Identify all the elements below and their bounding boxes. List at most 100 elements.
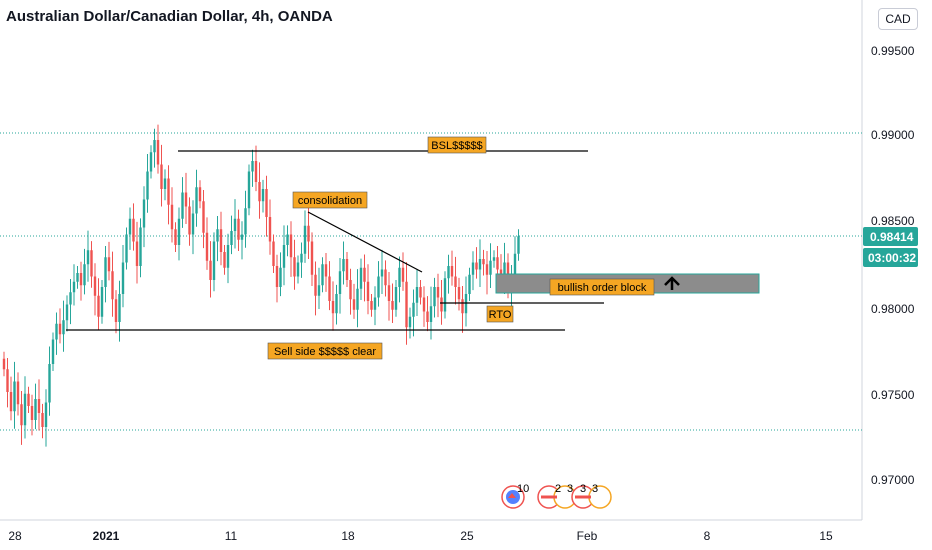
rto-label: RTO <box>489 309 512 321</box>
events-flag-icon[interactable] <box>501 485 525 509</box>
candle-up <box>149 152 153 172</box>
candle-down <box>258 182 261 202</box>
candle-down <box>160 164 163 189</box>
candle-down <box>6 369 9 392</box>
candle-up <box>408 316 412 328</box>
candle-down <box>20 404 23 426</box>
candle-up <box>244 208 247 235</box>
price-tick-label: 0.97000 <box>871 473 915 487</box>
candle-up <box>415 287 419 303</box>
candle-down <box>265 189 268 217</box>
price-tick-label: 0.97500 <box>871 388 915 402</box>
candle-up <box>48 364 51 403</box>
time-tick-label: 28 <box>8 529 22 543</box>
candle-up <box>338 271 342 294</box>
candle-down <box>461 299 464 314</box>
candle-up <box>142 199 146 228</box>
candle-up <box>100 287 104 317</box>
candle-up <box>317 285 321 296</box>
candle-down <box>170 204 174 230</box>
candle-up <box>44 402 48 427</box>
candle-up <box>163 178 167 189</box>
candle-down <box>237 218 240 240</box>
candle-down <box>440 297 443 312</box>
candle-up <box>359 267 363 289</box>
consolidation-label-box <box>292 191 368 209</box>
candle-up <box>489 260 492 275</box>
price-tick-label: 0.98500 <box>871 214 915 228</box>
event-count: 3 <box>567 483 573 495</box>
candle-up <box>296 262 300 277</box>
candle-down <box>27 393 30 406</box>
candle-down <box>111 271 114 300</box>
candle-down <box>167 178 170 205</box>
candle-up <box>128 218 132 235</box>
candle-up <box>72 281 76 293</box>
candle-up <box>303 225 307 254</box>
candle-down <box>254 161 258 182</box>
candle-down <box>174 229 177 245</box>
candle-down <box>9 392 13 412</box>
currency-button[interactable]: CAD <box>878 8 918 30</box>
candle-down <box>37 399 41 413</box>
candle-down <box>405 281 408 328</box>
sell-side-label: Sell side $$$$$ clear <box>274 346 376 358</box>
candle-down <box>391 301 394 310</box>
candle-up <box>177 218 181 245</box>
candle-up <box>412 302 415 317</box>
candle-up <box>471 262 475 275</box>
time-tick-label: 8 <box>704 529 711 543</box>
candle-up <box>23 393 27 426</box>
candle-up <box>121 262 125 294</box>
chart-title: Australian Dollar/Canadian Dollar, 4h, O… <box>6 8 333 25</box>
candle-up <box>104 257 107 287</box>
candle-down <box>345 259 349 280</box>
candle-down <box>422 297 426 312</box>
price-tick-label: 0.99500 <box>871 44 915 58</box>
candle-up <box>13 381 16 412</box>
candle-up <box>342 259 345 272</box>
candle-up <box>373 297 377 310</box>
candle-down <box>275 266 279 287</box>
event-count: 2 <box>555 483 561 495</box>
candle-up <box>216 229 219 242</box>
candle-down <box>289 234 293 258</box>
candle-down <box>328 276 331 301</box>
candle-up <box>34 399 37 420</box>
candle-down <box>496 257 499 270</box>
candle-up <box>398 267 401 287</box>
candle-up <box>212 241 216 280</box>
current-price-value: 0.98414 <box>870 230 914 244</box>
candle-down <box>79 273 83 286</box>
time-tick-label: Feb <box>577 529 598 543</box>
candle-down <box>16 381 20 405</box>
consolidation-trendline[interactable] <box>307 211 423 273</box>
candle-down <box>198 187 202 202</box>
candle-down <box>454 276 457 287</box>
candle-up <box>69 292 72 305</box>
candle-up <box>513 253 517 279</box>
candle-up <box>62 320 65 335</box>
candle-up <box>279 267 282 287</box>
candle-up <box>240 234 244 240</box>
candle-up <box>226 245 230 268</box>
event-count: 3 <box>580 483 586 495</box>
candle-up <box>146 171 149 200</box>
candle-down <box>219 229 223 252</box>
countdown-value: 03:00:32 <box>868 251 916 265</box>
events-group-icon[interactable] <box>537 485 612 509</box>
candle-up <box>51 339 55 364</box>
time-tick-label: 15 <box>819 529 833 543</box>
candle-down <box>475 262 478 270</box>
candle-up <box>195 187 198 214</box>
candle-down <box>132 218 135 242</box>
candle-down <box>370 301 373 310</box>
candle-down <box>30 406 34 420</box>
candle-down <box>135 241 139 266</box>
candle-down <box>384 269 387 286</box>
time-tick-label: 18 <box>341 529 355 543</box>
candle-down <box>293 257 296 277</box>
candle-down <box>41 413 44 427</box>
